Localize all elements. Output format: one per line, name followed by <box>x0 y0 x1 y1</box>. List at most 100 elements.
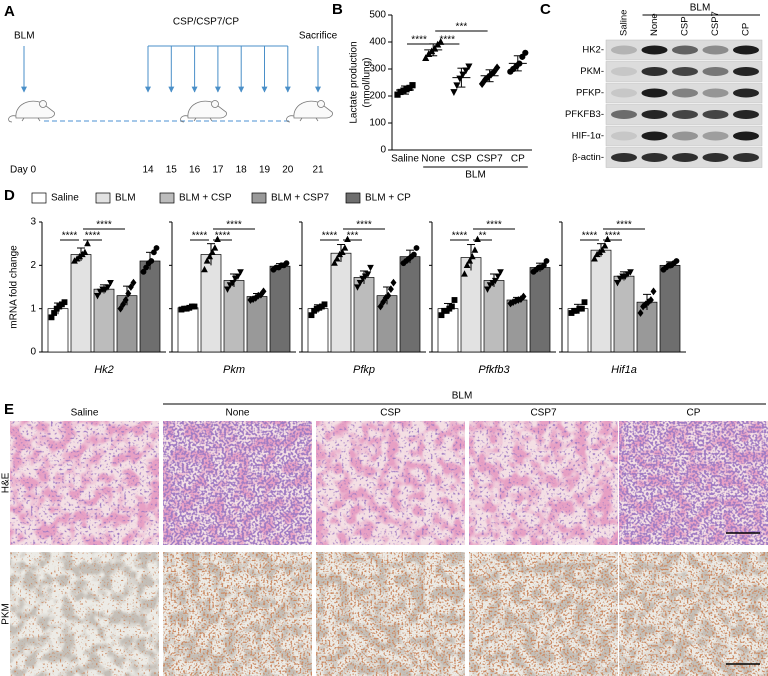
data-point <box>84 239 91 247</box>
significance-label: **** <box>215 231 231 242</box>
mouse-ear <box>211 100 219 108</box>
stain-texture <box>10 552 159 676</box>
significance-label: ** <box>479 231 487 242</box>
data-point <box>461 270 468 277</box>
bar <box>613 275 635 353</box>
group-label: BLM <box>452 391 473 402</box>
column-label: None <box>226 408 250 419</box>
legend-swatch <box>159 192 175 204</box>
data-point <box>410 251 417 258</box>
data-point <box>497 269 504 276</box>
data-point <box>413 245 420 251</box>
data-point <box>354 284 361 291</box>
blot-strip <box>605 125 763 147</box>
data-point <box>462 67 470 75</box>
data-point <box>338 248 346 255</box>
blot-band <box>733 45 759 55</box>
data-point <box>206 252 214 260</box>
data-point <box>673 258 680 264</box>
data-point <box>578 305 585 312</box>
data-point <box>437 37 445 45</box>
mouse-body <box>15 100 55 119</box>
protein-label: β-actin- <box>572 152 604 163</box>
x-tick-label: None <box>421 154 445 165</box>
data-point <box>224 286 231 293</box>
legend-label: BLM + CP <box>365 193 411 204</box>
significance-label: **** <box>411 35 427 46</box>
data-point <box>627 269 634 276</box>
data-point <box>341 244 349 251</box>
data-point <box>451 297 458 303</box>
data-point <box>191 303 198 310</box>
row-label: PKM <box>1 603 12 625</box>
blot-band <box>733 67 759 76</box>
significance-label: **** <box>96 220 112 231</box>
y-tick-label: 100 <box>369 118 386 129</box>
significance-label: **** <box>322 231 338 242</box>
blot-band <box>733 110 759 119</box>
blot-band <box>641 131 668 141</box>
data-point <box>237 269 244 276</box>
data-point <box>81 248 89 255</box>
protein-label: HK2- <box>582 45 604 56</box>
data-point <box>422 54 430 62</box>
data-point <box>390 278 397 287</box>
treatment-label: CSP/CSP7/CP <box>173 17 239 28</box>
data-point <box>520 292 527 301</box>
data-point <box>647 296 654 304</box>
data-point <box>650 287 657 296</box>
legend-label: Saline <box>51 193 79 204</box>
nuclei-texture <box>469 421 618 545</box>
column-label: CSP <box>380 408 401 419</box>
data-point <box>491 277 499 285</box>
legend-swatch <box>95 192 111 204</box>
y-tick-label: 500 <box>369 10 386 21</box>
data-point <box>153 245 160 251</box>
lane-label: CP <box>741 23 752 36</box>
significance-label: **** <box>356 220 372 231</box>
x-tick-label: CP <box>511 154 525 165</box>
significance-label: **** <box>226 220 242 231</box>
bar <box>246 296 268 353</box>
y-axis-label: Lactate production <box>349 41 360 123</box>
legend-label: BLM + CSP <box>179 193 232 204</box>
significance-label: **** <box>486 220 502 231</box>
blot-band <box>611 110 637 119</box>
data-point <box>61 299 68 306</box>
bar <box>590 249 612 353</box>
blot-band <box>672 88 698 98</box>
bar <box>177 307 199 353</box>
data-point <box>471 246 479 253</box>
panel-letter: A <box>4 3 15 20</box>
data-point <box>229 280 237 287</box>
nuclei-texture <box>316 421 465 545</box>
data-point <box>127 283 134 291</box>
data-point <box>637 309 644 317</box>
data-point <box>614 280 621 287</box>
y-tick-label: 300 <box>369 64 386 75</box>
bar <box>506 299 528 353</box>
y-tick-label: 3 <box>30 217 36 228</box>
blot-band <box>641 153 668 162</box>
data-point <box>448 303 455 310</box>
legend-label: BLM <box>115 193 136 204</box>
mouse-tail <box>8 115 17 123</box>
start-label: BLM <box>14 31 35 42</box>
y-axis-label: mRNA fold change <box>9 245 20 329</box>
day-tick-label: 16 <box>189 165 201 176</box>
blot-band <box>641 67 668 76</box>
group-label: BLM <box>465 170 486 181</box>
panel-letter: D <box>4 187 15 204</box>
significance-label: **** <box>452 231 468 242</box>
significance-label: **** <box>62 231 78 242</box>
mouse-feet <box>193 117 213 122</box>
bar <box>70 254 92 353</box>
panel-letter: C <box>540 1 551 18</box>
x-tick-label: CSP7 <box>477 154 504 165</box>
mouse-feet <box>21 117 41 122</box>
data-point <box>581 299 588 306</box>
data-point <box>150 249 157 256</box>
data-point <box>409 82 416 89</box>
protein-label: PFKFB3- <box>565 109 604 120</box>
blot-band <box>733 131 759 141</box>
